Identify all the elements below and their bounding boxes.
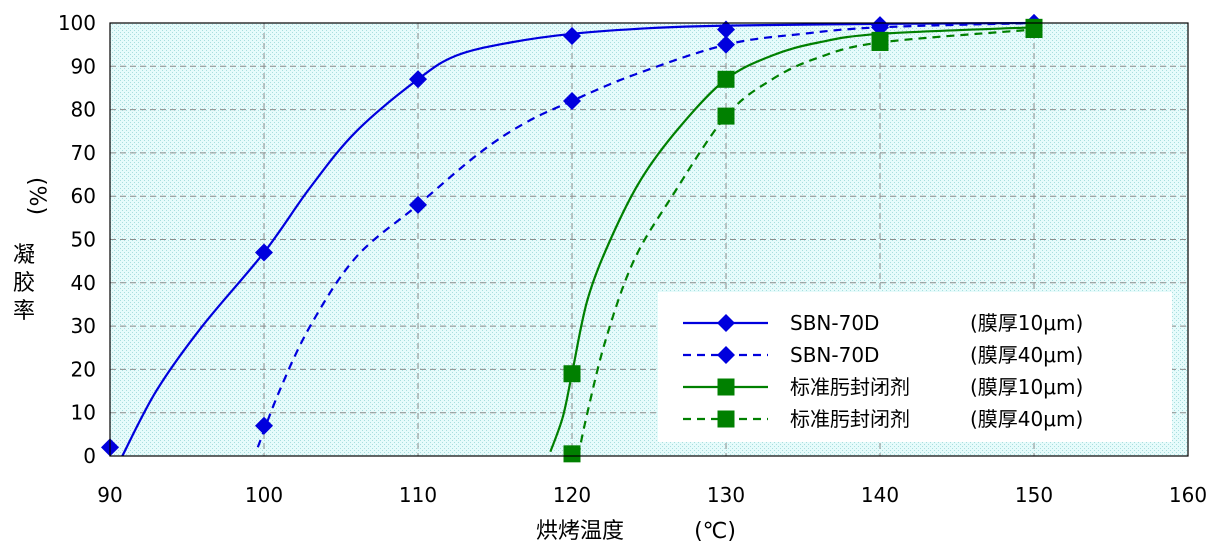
y-tick-label: 80	[71, 98, 96, 122]
legend-label-1: SBN-70D	[790, 311, 879, 335]
legend-label-4: 标准肟封闭剂	[790, 407, 910, 431]
y-axis-unit: (%)	[24, 177, 49, 215]
legend-box	[658, 292, 1172, 442]
x-tick-label: 150	[1015, 483, 1053, 507]
legend-label-2: SBN-70D	[790, 343, 879, 367]
data-point	[871, 33, 889, 51]
y-tick-label: 10	[71, 401, 96, 425]
x-tick-label: 140	[861, 483, 899, 507]
y-tick-label: 20	[71, 357, 96, 381]
data-point	[563, 445, 581, 463]
y-tick-label: 50	[71, 228, 96, 252]
data-point	[717, 20, 735, 39]
y-tick-label: 60	[71, 184, 96, 208]
data-point	[563, 91, 581, 110]
x-axis-title: 烘烤温度	[536, 519, 624, 544]
y-tick-label: 0	[83, 444, 96, 468]
data-point	[563, 365, 581, 383]
x-tick-label: 100	[245, 483, 283, 507]
series-line-2	[256, 21, 1035, 448]
y-tick-label: 70	[71, 141, 96, 165]
y-tick-label: 90	[71, 54, 96, 78]
legend-condition-3: (膜厚10μm)	[970, 375, 1083, 399]
y-tick-label: 40	[71, 271, 96, 295]
data-point	[255, 243, 273, 262]
x-axis-unit: (℃)	[694, 519, 736, 544]
data-point	[717, 107, 735, 125]
y-tick-label: 100	[58, 11, 96, 35]
data-point	[255, 416, 273, 435]
data-point	[409, 70, 427, 89]
y-tick-label: 30	[71, 314, 96, 338]
plot-border	[109, 22, 1189, 457]
y-tick-labels: 0 10 20 30 40 50 60 70 80 90 100	[58, 11, 96, 468]
y-axis-label: 凝胶率	[13, 243, 35, 324]
legend-condition-2: (膜厚40μm)	[970, 343, 1083, 367]
legend-marker-3	[717, 378, 735, 396]
data-point	[717, 70, 735, 88]
series-line-1	[121, 21, 1035, 457]
legend: SBN-70D (膜厚10μm) SBN-70D (膜厚40μm) 标准肟封闭剂 (膜厚1…	[658, 292, 1172, 442]
x-tick-labels: 90 100 110 120 130 140 150 160	[97, 483, 1207, 507]
legend-marker-2	[717, 346, 735, 364]
series-markers	[101, 14, 1043, 463]
series-line-4	[577, 28, 1035, 457]
y-axis-title: (%) 凝胶率	[13, 177, 49, 324]
x-tick-label: 110	[399, 483, 437, 507]
x-tick-label: 130	[707, 483, 745, 507]
data-point	[409, 195, 427, 214]
data-point	[1025, 20, 1043, 38]
data-point	[563, 26, 581, 45]
legend-condition-4: (膜厚40μm)	[970, 407, 1083, 431]
legend-condition-1: (膜厚10μm)	[970, 311, 1083, 335]
legend-marker-1	[717, 314, 735, 332]
data-point	[717, 35, 735, 54]
x-tick-label: 160	[1169, 483, 1207, 507]
legend-marker-4	[717, 410, 735, 428]
legend-label-3: 标准肟封闭剂	[790, 375, 910, 399]
x-tick-label: 120	[553, 483, 591, 507]
x-tick-label: 90	[97, 483, 122, 507]
